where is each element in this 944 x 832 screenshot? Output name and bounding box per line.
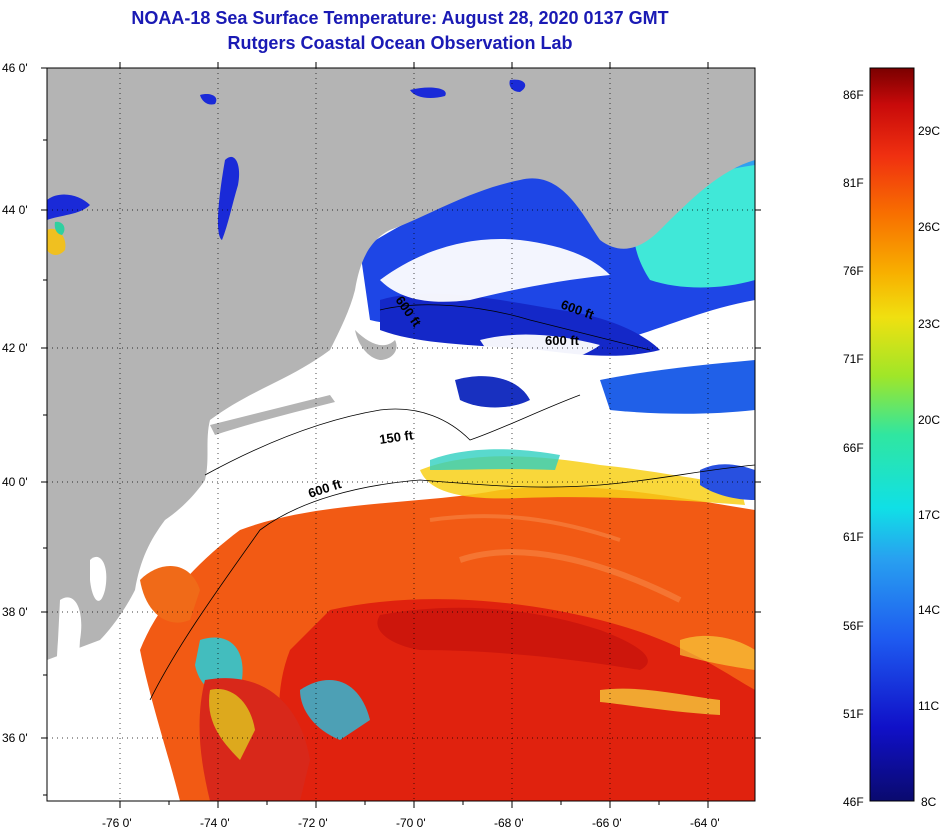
colorbar-f-label: 56F: [843, 619, 864, 633]
colorbar-c-label: 8C: [921, 795, 937, 809]
colorbar-c-label: 11C: [918, 699, 939, 713]
graticule: [47, 68, 755, 801]
colorbar-f-label: 61F: [843, 530, 864, 544]
lat-label: 46 0': [2, 61, 28, 75]
colorbar-c-label: 14C: [918, 603, 940, 617]
depth-contour-600: [149, 464, 755, 701]
lon-label: -76 0': [102, 816, 132, 830]
colorbar-f-label: 66F: [843, 441, 864, 455]
lon-label: -74 0': [200, 816, 230, 830]
colorbar-f-label: 51F: [843, 707, 864, 721]
lat-label: 42 0': [2, 341, 28, 355]
colorbar-c-label: 17C: [918, 508, 940, 522]
lat-label: 36 0': [2, 731, 28, 745]
lat-label: 38 0': [2, 605, 28, 619]
colorbar-f-label: 46F: [843, 795, 864, 809]
colorbar-f-label: 86F: [843, 88, 864, 102]
axis-ticks: [41, 62, 761, 808]
lon-label: -72 0': [298, 816, 328, 830]
map-title: NOAA-18 Sea Surface Temperature: August …: [131, 8, 669, 28]
contour-label: 150 ft: [378, 427, 414, 447]
map-frame: [46, 67, 756, 802]
lon-label: -68 0': [494, 816, 524, 830]
contour-label: 600 ft: [545, 333, 580, 348]
lon-label: -64 0': [690, 816, 720, 830]
lat-label: 44 0': [2, 203, 28, 217]
colorbar-f-label: 76F: [843, 264, 864, 278]
map-panel: [47, 68, 755, 801]
colorbar-c-label: 26C: [918, 220, 940, 234]
colorbar-c-label: 23C: [918, 317, 940, 331]
colorbar-fahrenheit-labels: 86F 81F 76F 71F 66F 61F 56F 51F 46F: [843, 88, 864, 809]
lon-label: -70 0': [396, 816, 426, 830]
colorbar-c-label: 20C: [918, 413, 940, 427]
colorbar-f-label: 71F: [843, 352, 864, 366]
gulf-stream-core: [377, 607, 648, 670]
colorbar: [869, 67, 915, 802]
map-subtitle: Rutgers Coastal Ocean Observation Lab: [227, 33, 573, 53]
colorbar-f-label: 81F: [843, 176, 864, 190]
depth-contour-150: [204, 394, 581, 476]
colorbar-celsius-labels: 29C 26C 23C 20C 17C 14C 11C 8C: [918, 124, 940, 809]
lon-label: -66 0': [592, 816, 622, 830]
colorbar-c-label: 29C: [918, 124, 940, 138]
lat-label: 40 0': [2, 475, 28, 489]
